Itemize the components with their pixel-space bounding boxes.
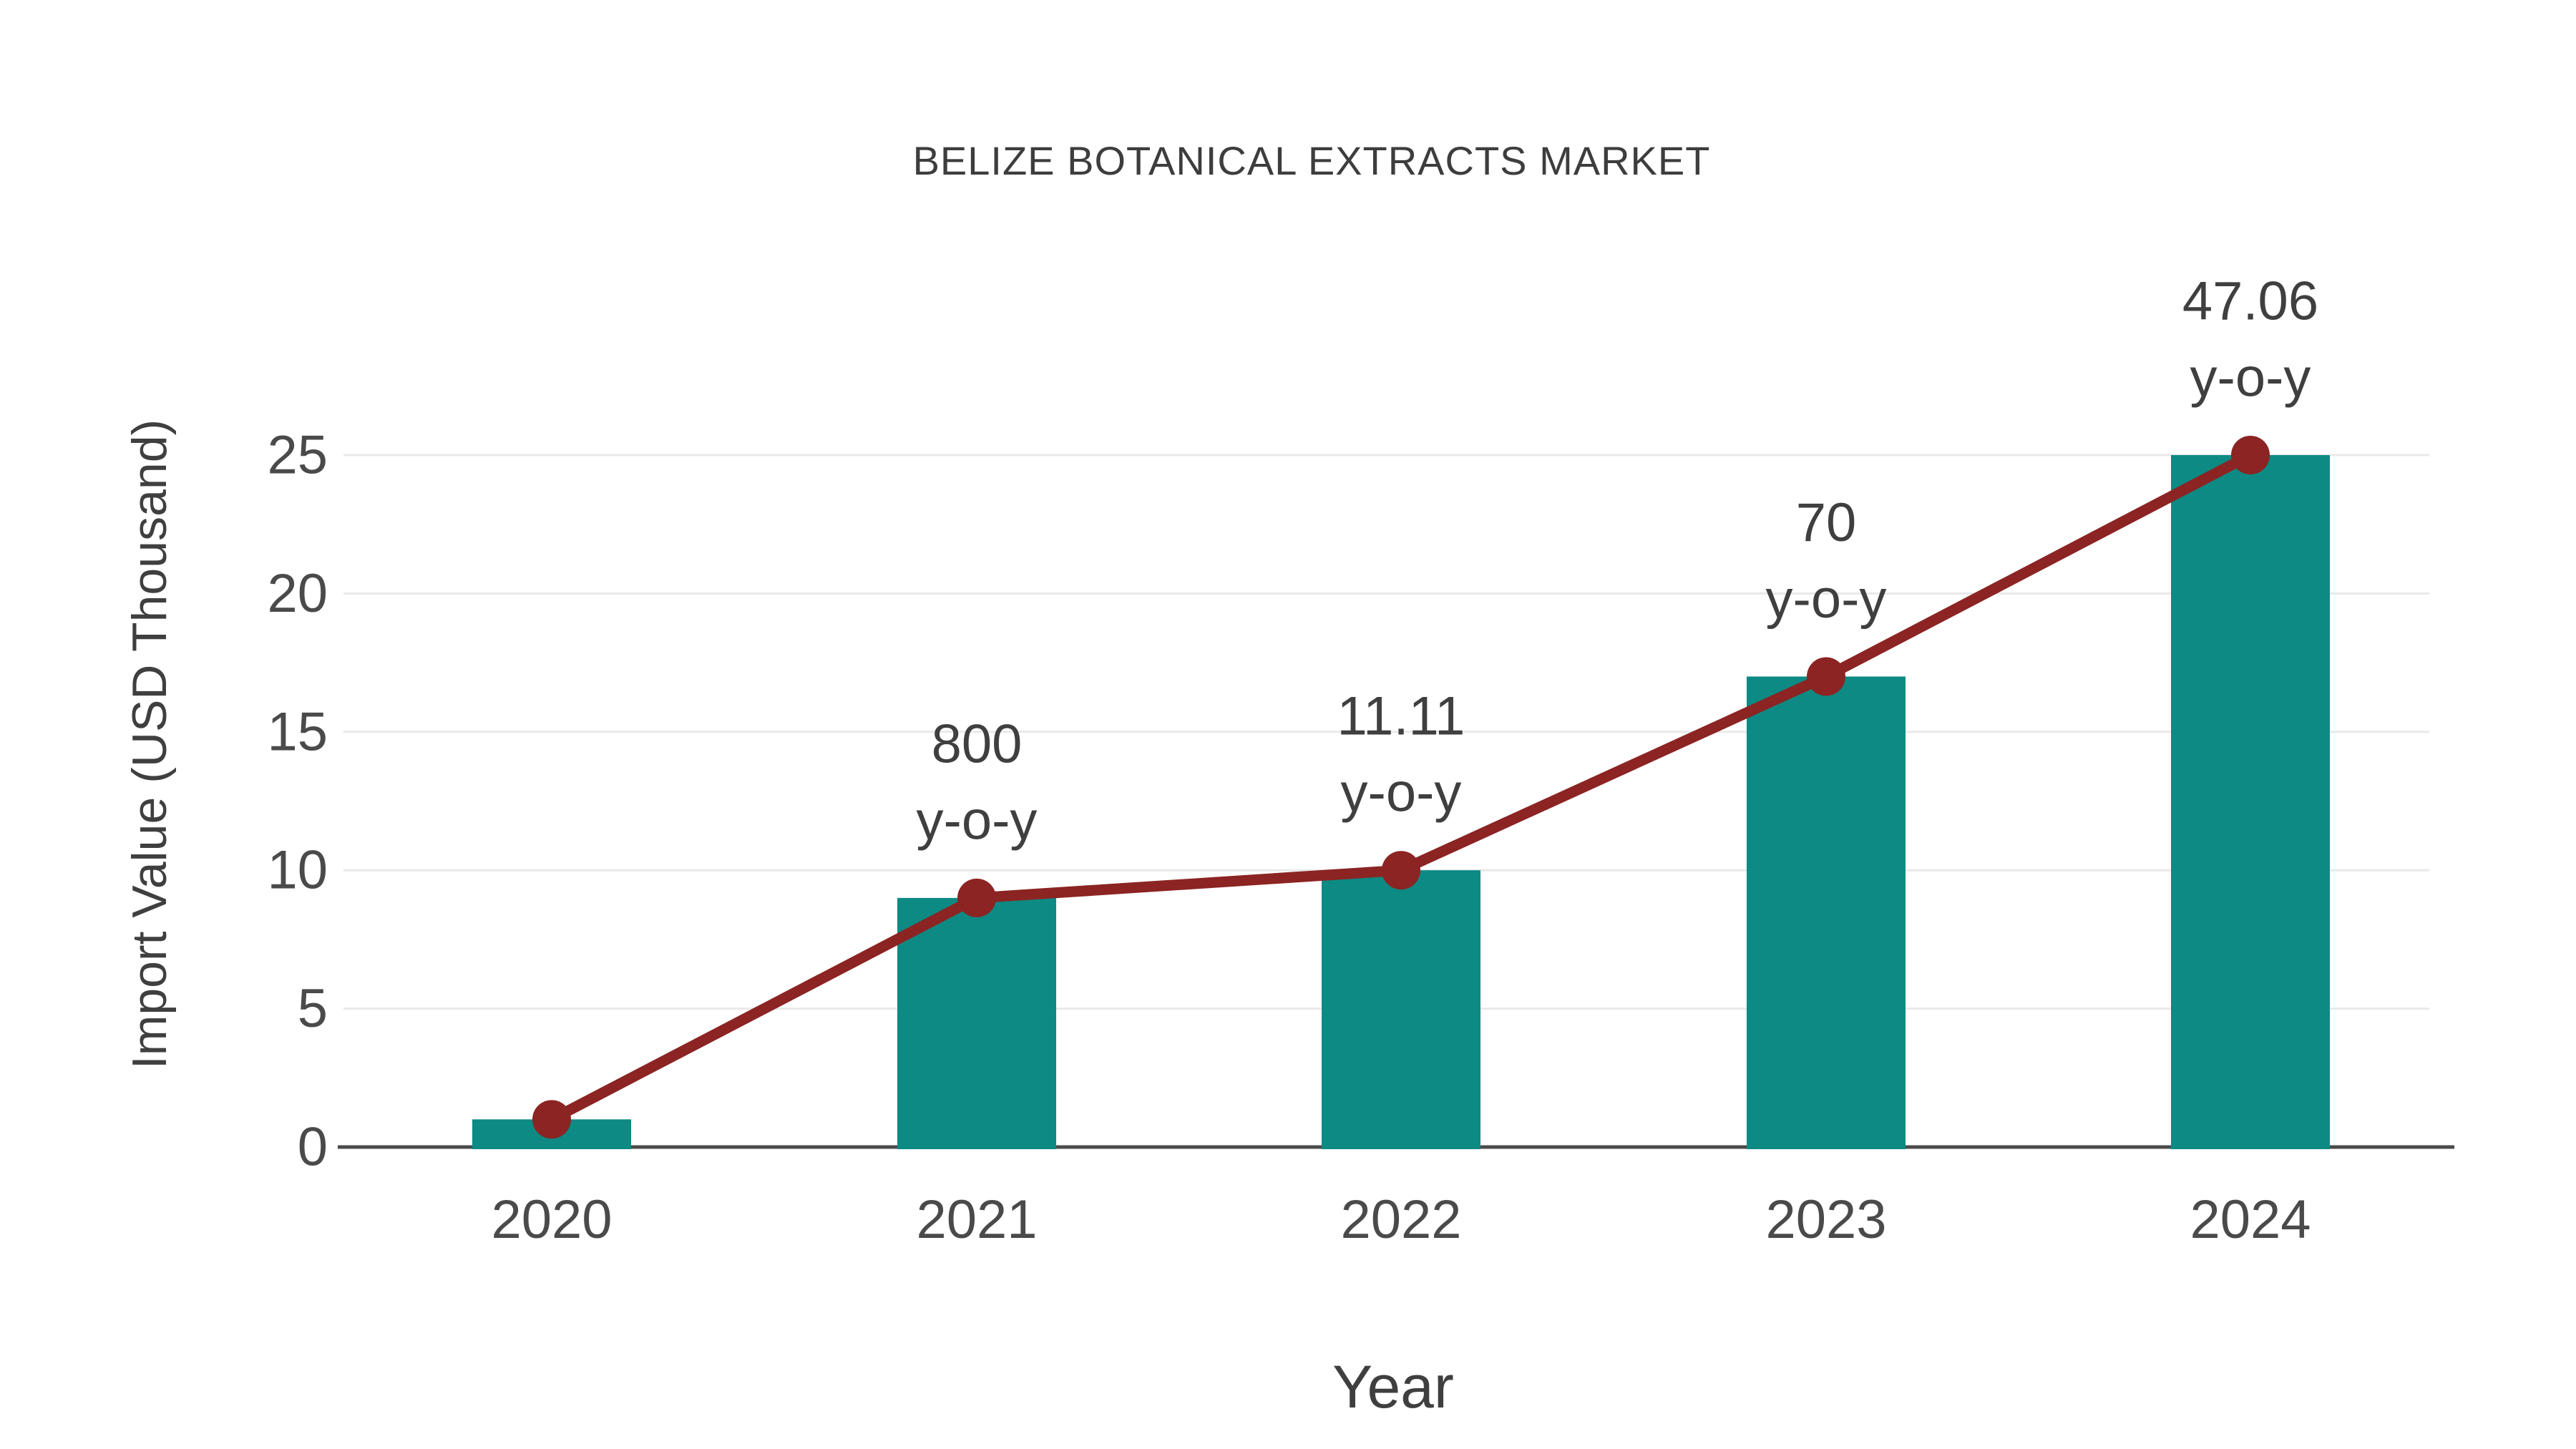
data-point-2024 (2231, 436, 2270, 474)
data-point-2020 (532, 1100, 571, 1139)
gridlines (343, 454, 2429, 1010)
data-point-2023 (1807, 657, 1845, 696)
y-tick-label-0: 0 (298, 1117, 328, 1178)
y-tick-label-5: 5 (298, 978, 328, 1039)
y-axis-tick-labels: 0 5 10 15 20 25 (267, 425, 328, 1178)
x-tick-label-2021: 2021 (916, 1189, 1037, 1250)
annotation-suffix-2024: y-o-y (2190, 348, 2311, 409)
annotation-value-2021: 800 (932, 713, 1023, 774)
x-tick-label-2023: 2023 (1765, 1189, 1886, 1250)
bar-2024 (2171, 455, 2330, 1149)
y-axis-title: Import Value (USD Thousand) (122, 419, 177, 1069)
x-tick-label-2022: 2022 (1340, 1189, 1461, 1250)
y-tick-label-10: 10 (267, 840, 328, 901)
y-tick-label-25: 25 (267, 425, 328, 486)
bar-2021 (897, 897, 1056, 1149)
bar-2022 (1322, 870, 1480, 1149)
annotation-suffix-2021: y-o-y (917, 790, 1038, 851)
data-point-2021 (957, 878, 996, 917)
annotation-value-2024: 47.06 (2182, 271, 2318, 332)
annotation-value-2023: 70 (1796, 492, 1857, 553)
x-axis-title: Year (1332, 1353, 1454, 1420)
data-point-2022 (1382, 851, 1420, 890)
annotation-suffix-2023: y-o-y (1766, 569, 1887, 630)
x-tick-label-2024: 2024 (2190, 1189, 2311, 1250)
y-tick-label-20: 20 (267, 563, 328, 624)
chart-title: BELIZE BOTANICAL EXTRACTS MARKET (913, 138, 1711, 183)
line-series (532, 436, 2270, 1139)
bar-series (472, 455, 2330, 1149)
y-tick-label-15: 15 (267, 701, 328, 762)
x-axis-tick-labels: 2020 2021 2022 2023 2024 (491, 1189, 2311, 1250)
annotation-value-2022: 11.11 (1337, 686, 1465, 747)
annotation-suffix-2022: y-o-y (1341, 763, 1462, 824)
bar-2023 (1747, 676, 1906, 1149)
point-annotations: 800 y-o-y 11.11 y-o-y 70 y-o-y 47.06 y-o-y (917, 271, 2319, 852)
x-tick-label-2020: 2020 (491, 1189, 612, 1250)
